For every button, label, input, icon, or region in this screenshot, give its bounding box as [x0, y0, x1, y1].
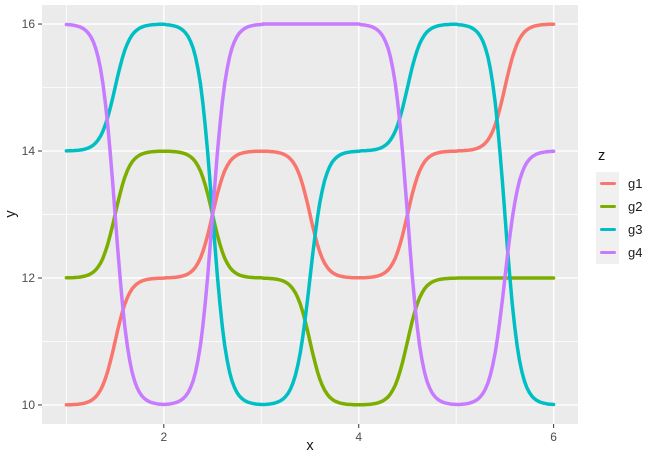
legend-item-label: g2 — [628, 199, 643, 214]
legend-key-line-icon — [599, 181, 616, 186]
y-tick-label: 16 — [22, 17, 36, 31]
legend-key-line-icon — [599, 204, 616, 209]
legend-item-g4: g4 — [596, 241, 642, 264]
legend-key — [596, 172, 619, 195]
legend-item-label: g4 — [628, 245, 643, 260]
series-line-g4 — [64, 22, 556, 407]
series-line-g3 — [64, 22, 556, 407]
y-tick-label: 12 — [22, 271, 36, 285]
x-axis-title: x — [306, 438, 314, 454]
y-axis-tick-labels: 10 12 14 16 — [22, 17, 36, 412]
series-lines — [64, 22, 556, 407]
x-tick-label: 6 — [550, 430, 557, 444]
legend: z g1 g2 g3 g4 — [596, 148, 642, 264]
x-tick-label: 2 — [160, 430, 167, 444]
series-line-g2 — [64, 149, 556, 407]
legend-key — [596, 241, 619, 264]
legend-item-label: g1 — [628, 176, 643, 191]
legend-items: g1 g2 g3 g4 — [596, 172, 642, 264]
y-tick-label: 14 — [22, 144, 36, 158]
series-line-g1 — [64, 22, 556, 407]
legend-key — [596, 218, 619, 241]
y-tick-label: 10 — [22, 398, 36, 412]
legend-title: z — [598, 148, 606, 164]
x-tick-label: 4 — [355, 430, 362, 444]
legend-item-label: g3 — [628, 222, 643, 237]
legend-key-line-icon — [599, 227, 616, 232]
legend-key-line-icon — [599, 250, 616, 255]
legend-item-g1: g1 — [596, 172, 642, 195]
legend-item-g2: g2 — [596, 195, 642, 218]
y-axis-title: y — [3, 210, 19, 218]
x-axis-tick-labels: 2 4 6 — [160, 430, 557, 444]
axis-tick-marks — [38, 23, 555, 428]
legend-key — [596, 195, 619, 218]
legend-item-g3: g3 — [596, 218, 642, 241]
